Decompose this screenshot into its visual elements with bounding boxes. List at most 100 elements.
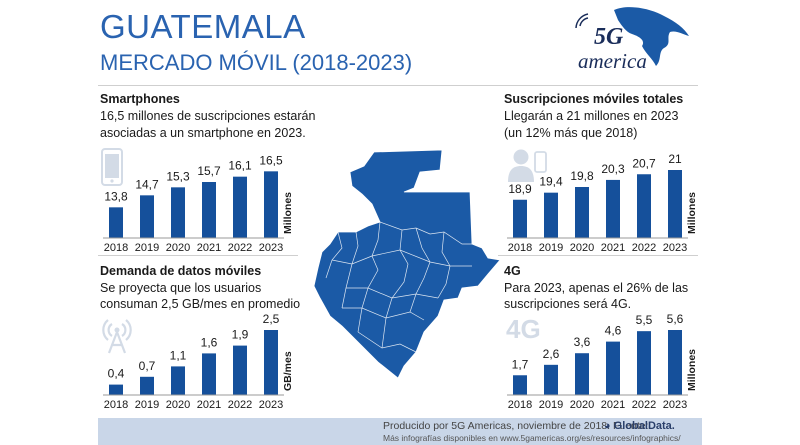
fourg-desc-2: suscripciones será 4G. [504,297,632,311]
total-year-label: 2018 [508,242,532,254]
fourg-value-label: 1,7 [512,357,529,371]
total-bar [668,170,682,238]
globaldata-logo: ◕ GlobalData. [604,420,675,432]
total-year-label: 2019 [539,242,563,254]
fourg-title: 4G [504,264,521,278]
total-bar [606,179,620,238]
data-year-label: 2018 [104,399,128,411]
smartphones-year-label: 2021 [197,242,221,254]
middle-divider [98,255,298,256]
fourg-unit-label: Millones [686,349,698,391]
fourg-bar [544,364,558,395]
total-bar [513,199,527,238]
smartphones-chart: 13,8 2018 14,7 2019 15,3 2020 15,7 2021 16,1 2022… [103,153,294,254]
fourg-desc-1: Para 2023, apenas el 26% de las [504,281,689,295]
data-value-label: 0,4 [108,367,125,381]
total-bar [575,187,589,238]
globaldata-logo-text: GlobalData. [613,420,675,432]
smartphones-year-label: 2018 [104,242,128,254]
middle-divider-right [498,255,698,256]
footer-link[interactable]: Más infografías disponibles en www.5game… [383,433,681,443]
logo-mark-5g: 5G [594,24,624,50]
logo-globe-shape [614,7,689,67]
fourg-bar [513,375,527,395]
smartphones-value-label: 16,5 [259,153,283,167]
total-desc-2: (un 12% más que 2018) [504,126,638,140]
smartphones-value-label: 16,1 [228,159,252,173]
data-value-label: 1,9 [232,328,249,342]
data-year-label: 2023 [259,399,283,411]
data-value-label: 1,1 [170,348,187,362]
smartphones-year-label: 2020 [166,242,190,254]
total-desc-1: Llegarán a 21 millones en 2023 [504,109,679,123]
globaldata-icon: ◕ [604,420,611,432]
data-unit-label: GB/mes [282,351,294,391]
total-year-label: 2020 [570,242,594,254]
smartphones-desc-2: asociadas a un smartphone en 2023. [100,126,306,140]
total-bar [544,192,558,238]
total-value-label: 20,7 [632,156,656,170]
total-year-label: 2021 [601,242,625,254]
page-subtitle: MERCADO MÓVIL (2018-2023) [100,50,413,75]
total-value-label: 19,8 [570,169,594,183]
total-value-label: 21 [668,152,682,166]
total-title: Suscripciones móviles totales [504,92,684,106]
total-value-label: 18,9 [508,182,532,196]
fourg-bar [606,341,620,395]
data-desc-1: Se proyecta que los usuarios [100,281,262,295]
smartphones-bar [233,176,247,238]
total-value-label: 20,3 [601,162,625,176]
fourg-year-label: 2019 [539,399,563,411]
smartphones-bar [264,171,278,238]
smartphone-icon [101,148,123,186]
total-year-label: 2023 [663,242,687,254]
data-chart: 0,4 2018 0,7 2019 1,1 2020 1,6 2021 1,9 2022 2,5 20… [103,312,294,411]
page-title: GUATEMALA [100,8,306,45]
smartphones-unit-label: Millones [282,192,294,234]
4g-icon: 4G [506,314,541,342]
fourg-chart: 1,7 2018 2,6 2019 3,6 2020 4,6 2021 5,5 2022 5,6 20… [507,312,698,411]
data-bar [202,353,216,395]
total-year-label: 2022 [632,242,656,254]
fourg-value-label: 5,6 [667,312,684,326]
data-desc-2: consuman 2,5 GB/mes en promedio [100,297,301,311]
fourg-value-label: 3,6 [574,335,591,349]
total-bar [637,174,651,238]
smartphones-value-label: 14,7 [135,177,159,191]
smartphones-bar [171,187,185,238]
smartphones-value-label: 13,8 [104,189,128,203]
data-bar [140,376,154,395]
data-value-label: 0,7 [139,359,156,373]
fourg-bar [637,331,651,395]
smartphones-year-label: 2023 [259,242,283,254]
5g-americas-logo: 5G america [575,7,689,73]
fourg-value-label: 4,6 [605,324,622,338]
data-year-label: 2022 [228,399,252,411]
data-bar [233,345,247,395]
smartphones-year-label: 2022 [228,242,252,254]
total-chart: 18,9 2018 19,4 2019 19,8 2020 20,3 2021 20,7 2022… [507,152,698,254]
smartphones-bar [202,182,216,238]
fourg-year-label: 2018 [508,399,532,411]
smartphones-value-label: 15,7 [197,164,221,178]
4g-icon-text: 4G [506,314,541,342]
fourg-value-label: 2,6 [543,347,560,361]
smartphones-desc-1: 16,5 millones de suscripciones estarán [100,109,316,123]
smartphones-title: Smartphones [100,92,180,106]
data-bar [264,330,278,395]
data-year-label: 2021 [197,399,221,411]
department-borders [325,221,472,353]
data-value-label: 2,5 [263,312,280,326]
footer-credit: Producido por 5G Americas, noviembre de … [383,420,649,432]
antenna-icon [102,319,132,354]
smartphones-year-label: 2019 [135,242,159,254]
fourg-bar [668,330,682,395]
smartphones-bar [140,195,154,238]
footer-bar: Producido por 5G Americas, noviembre de … [98,418,702,445]
data-year-label: 2019 [135,399,159,411]
smartphones-bar [109,207,123,238]
fourg-year-label: 2022 [632,399,656,411]
data-value-label: 1,6 [201,335,218,349]
fourg-year-label: 2020 [570,399,594,411]
fourg-value-label: 5,5 [636,313,653,327]
